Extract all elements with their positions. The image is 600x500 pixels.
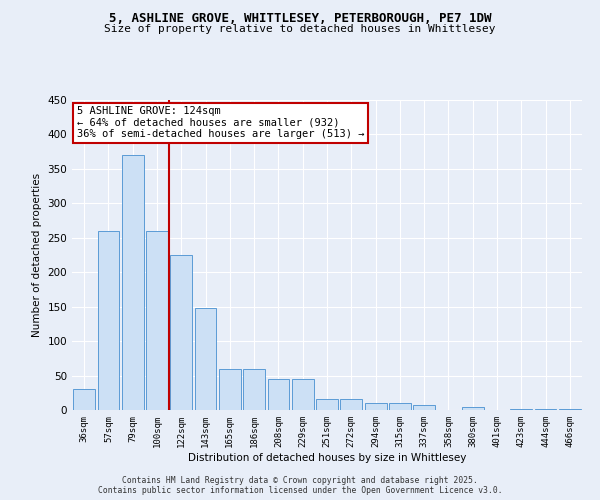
- Bar: [413, 405, 435, 410]
- Bar: [219, 368, 241, 410]
- Bar: [97, 231, 119, 410]
- Bar: [559, 408, 581, 410]
- Bar: [170, 255, 192, 410]
- Bar: [535, 408, 556, 410]
- Bar: [340, 399, 362, 410]
- Bar: [292, 379, 314, 410]
- Bar: [73, 390, 95, 410]
- Text: Contains HM Land Registry data © Crown copyright and database right 2025.
Contai: Contains HM Land Registry data © Crown c…: [98, 476, 502, 495]
- Bar: [316, 399, 338, 410]
- Text: Size of property relative to detached houses in Whittlesey: Size of property relative to detached ho…: [104, 24, 496, 34]
- Bar: [365, 403, 386, 410]
- X-axis label: Distribution of detached houses by size in Whittlesey: Distribution of detached houses by size …: [188, 452, 466, 462]
- Bar: [194, 308, 217, 410]
- Y-axis label: Number of detached properties: Number of detached properties: [32, 173, 42, 337]
- Text: 5 ASHLINE GROVE: 124sqm
← 64% of detached houses are smaller (932)
36% of semi-d: 5 ASHLINE GROVE: 124sqm ← 64% of detache…: [77, 106, 365, 140]
- Bar: [462, 406, 484, 410]
- Bar: [146, 231, 168, 410]
- Bar: [268, 379, 289, 410]
- Text: 5, ASHLINE GROVE, WHITTLESEY, PETERBOROUGH, PE7 1DW: 5, ASHLINE GROVE, WHITTLESEY, PETERBOROU…: [109, 12, 491, 26]
- Bar: [389, 403, 411, 410]
- Bar: [122, 155, 143, 410]
- Bar: [511, 408, 532, 410]
- Bar: [243, 368, 265, 410]
